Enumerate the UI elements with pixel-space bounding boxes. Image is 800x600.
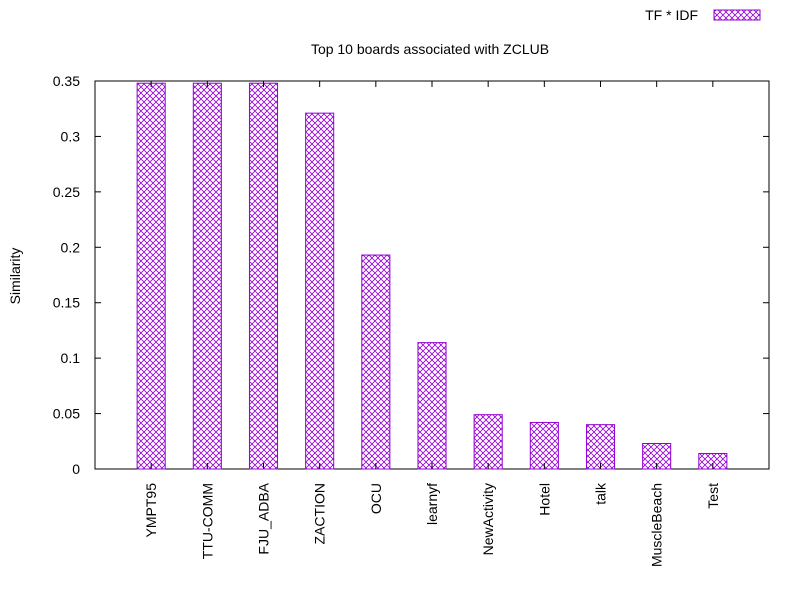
legend-swatch bbox=[713, 9, 761, 21]
bars bbox=[136, 82, 728, 470]
y-axis: 0 0.05 0.1 0.15 0.2 0.25 0.3 0.35 bbox=[53, 73, 769, 477]
y-tick-label: 0.35 bbox=[53, 73, 80, 89]
bar-newactivity bbox=[473, 414, 503, 470]
y-tick-label: 0 bbox=[72, 461, 80, 477]
x-tick-label: learnyf bbox=[424, 483, 440, 525]
x-tick-label: Test bbox=[705, 483, 721, 509]
y-tick-label: 0.05 bbox=[53, 406, 80, 422]
x-tick-label: TTU-COMM bbox=[199, 483, 215, 559]
x-tick-label: Hotel bbox=[536, 483, 552, 516]
y-tick-label: 0.1 bbox=[61, 350, 81, 366]
x-tick-label: NewActivity bbox=[480, 483, 496, 555]
y-axis-label: Similarity bbox=[7, 248, 23, 305]
x-tick-label: ZACTION bbox=[312, 483, 328, 544]
bar-ympt95 bbox=[136, 82, 166, 470]
bar-ttu-comm bbox=[192, 82, 222, 470]
legend-label: TF * IDF bbox=[645, 7, 698, 23]
bar-ocu bbox=[361, 254, 391, 470]
bar-talk bbox=[585, 424, 616, 470]
bar-learnyf bbox=[417, 342, 447, 470]
y-tick-label: 0.25 bbox=[53, 184, 80, 200]
x-tick-label: MuscleBeach bbox=[649, 483, 665, 567]
y-tick-label: 0.2 bbox=[61, 239, 81, 255]
bar-zaction bbox=[305, 112, 335, 470]
x-tick-label: FJU_ADBA bbox=[256, 482, 272, 554]
x-tick-label: talk bbox=[593, 482, 609, 505]
x-tick-label: OCU bbox=[368, 483, 384, 514]
y-tick-label: 0.15 bbox=[53, 295, 80, 311]
x-tick-label: YMPT95 bbox=[143, 483, 159, 538]
bar-fju-adba bbox=[248, 82, 279, 470]
x-axis: YMPT95 TTU-COMM FJU_ADBA ZACTION OCU learnyf N… bbox=[143, 81, 721, 567]
bar-hotel bbox=[529, 421, 559, 470]
chart-title: Top 10 boards associated with ZCLUB bbox=[311, 41, 549, 57]
y-tick-label: 0.3 bbox=[61, 128, 81, 144]
legend: TF * IDF bbox=[645, 7, 761, 23]
